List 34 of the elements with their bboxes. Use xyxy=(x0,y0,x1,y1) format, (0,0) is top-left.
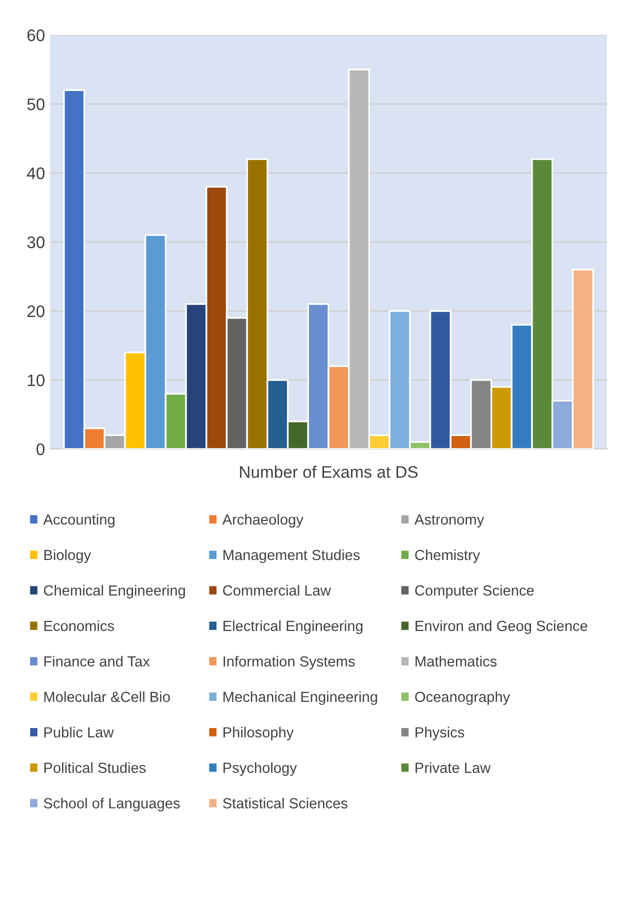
y-tick-label: 50 xyxy=(27,98,44,110)
y-tick-label: 40 xyxy=(26,167,44,180)
legend-label: Environ and Geog Science xyxy=(416,620,588,634)
legend-label: Computer Science xyxy=(415,584,534,599)
legend-label: Mechanical Engineering xyxy=(224,691,378,705)
y-tick-label: 30 xyxy=(27,236,44,248)
x-tick-label: Number of Exams at DS xyxy=(240,466,418,478)
legend-label: Molecular &Cell Bio xyxy=(44,691,170,702)
legend-label: Psychology xyxy=(224,762,297,776)
legend-label: Statistical Sciences xyxy=(222,798,348,808)
legend-label: Chemistry xyxy=(415,549,480,564)
legend-label: Chemical Engineering xyxy=(44,584,185,599)
legend-label: School of Languages xyxy=(44,798,180,812)
legend-label: Economics xyxy=(44,620,114,632)
legend-label: Oceanography xyxy=(415,691,510,705)
legend-label: Finance and Tax xyxy=(44,656,150,667)
legend-label: Biology xyxy=(44,549,92,564)
y-tick-label: 60 xyxy=(27,29,44,42)
legend-label: Political Studies xyxy=(44,762,146,773)
legend-label: Commercial Law xyxy=(223,584,331,596)
y-tick-label: 0 xyxy=(36,443,44,456)
legend-label: Information Systems xyxy=(224,656,355,670)
y-tick-label: 10 xyxy=(28,374,44,386)
legend-label: Philosophy xyxy=(224,726,294,740)
legend-label: Public Law xyxy=(44,726,114,738)
legend-label: Electrical Engineering xyxy=(224,620,362,634)
legend-label: Astronomy xyxy=(414,514,484,528)
legend-label: Mathematics xyxy=(416,656,497,667)
legend-label: Physics xyxy=(416,726,464,740)
legend-label: Private Law xyxy=(416,762,491,773)
legend-label: Archaeology xyxy=(222,514,304,528)
legend-label: Management Studies xyxy=(224,549,360,564)
legend-label: Accounting xyxy=(43,514,114,528)
y-tick-label: 20 xyxy=(27,305,44,318)
